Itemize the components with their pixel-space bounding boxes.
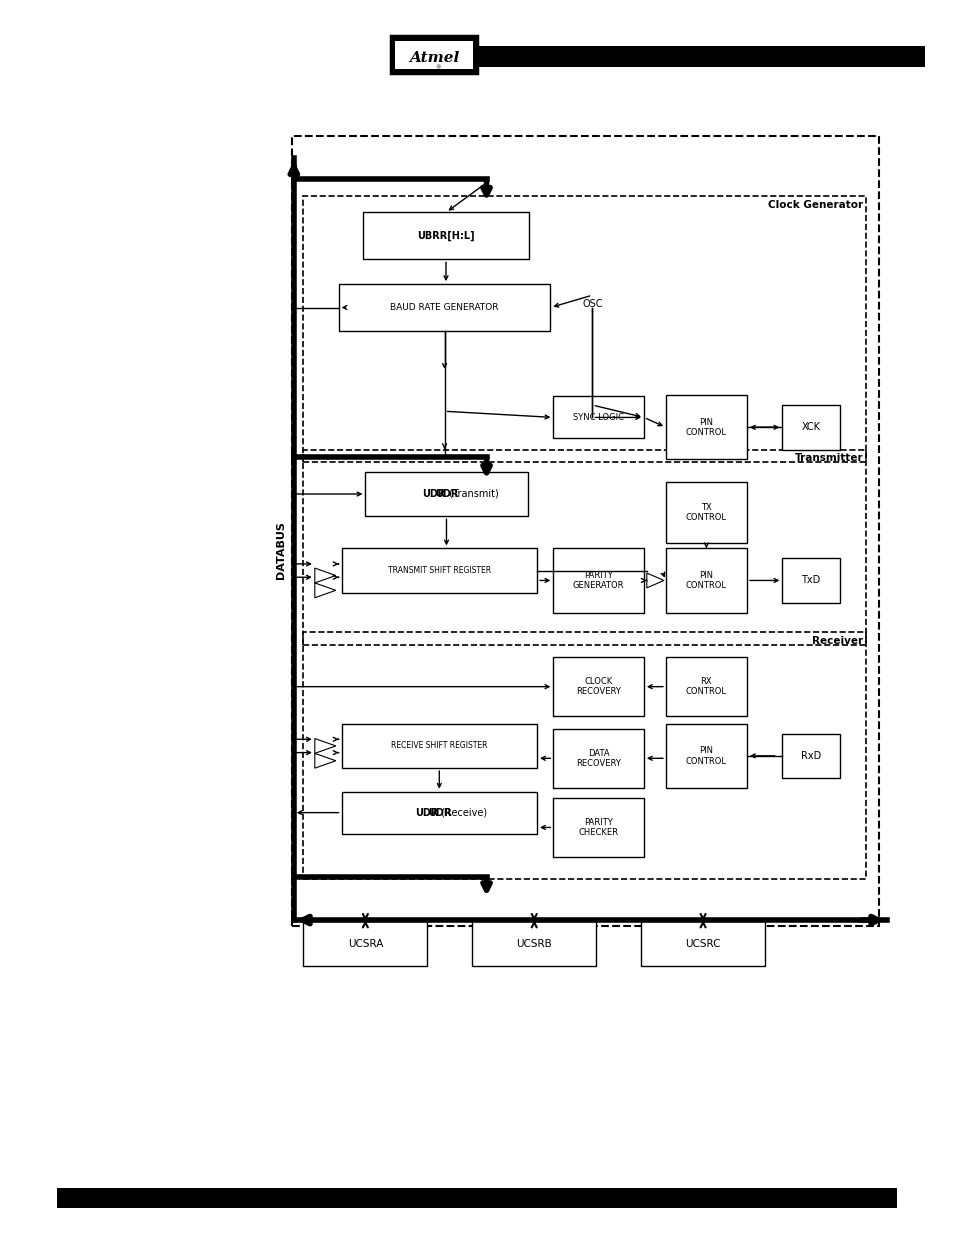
Text: SYNC LOGIC: SYNC LOGIC	[573, 412, 623, 422]
Text: UDR (Receive): UDR (Receive)	[403, 808, 475, 818]
Bar	[362, 212, 529, 259]
Text: UDR: UDR	[421, 489, 445, 499]
Text: TRANSMIT SHIFT REGISTER: TRANSMIT SHIFT REGISTER	[387, 566, 491, 576]
Bar	[665, 657, 746, 716]
Text: DATABUS: DATABUS	[276, 521, 286, 578]
Bar	[338, 284, 550, 331]
Text: Atmel: Atmel	[409, 51, 458, 65]
Bar	[391, 36, 476, 73]
Text: PIN
CONTROL: PIN CONTROL	[685, 417, 726, 437]
Bar	[553, 657, 643, 716]
Bar	[553, 396, 643, 438]
Text: CLOCK
RECOVERY: CLOCK RECOVERY	[576, 677, 620, 697]
Text: TxD: TxD	[801, 576, 820, 585]
Bar	[781, 558, 839, 603]
Text: RxD: RxD	[800, 751, 821, 761]
Text: RX
CONTROL: RX CONTROL	[685, 677, 726, 697]
Bar	[665, 482, 746, 543]
Text: PARITY
CHECKER: PARITY CHECKER	[578, 818, 618, 837]
Bar	[303, 196, 865, 462]
Bar	[341, 724, 537, 768]
Text: UCSRB: UCSRB	[516, 939, 552, 948]
Bar	[57, 1188, 896, 1208]
Bar	[457, 46, 924, 67]
Bar	[553, 798, 643, 857]
Text: UCSRA: UCSRA	[347, 939, 383, 948]
Text: UBRR[H:L]: UBRR[H:L]	[416, 231, 475, 241]
Text: PARITY
GENERATOR: PARITY GENERATOR	[573, 571, 623, 590]
Bar	[472, 921, 596, 966]
Text: PIN
CONTROL: PIN CONTROL	[685, 746, 726, 766]
Text: UCSRC: UCSRC	[684, 939, 720, 948]
Bar	[665, 548, 746, 613]
Text: (Receive): (Receive)	[437, 808, 487, 818]
Text: Clock Generator: Clock Generator	[767, 200, 862, 210]
Text: RECEIVE SHIFT REGISTER: RECEIVE SHIFT REGISTER	[391, 741, 487, 751]
Text: PIN
CONTROL: PIN CONTROL	[685, 571, 726, 590]
Bar	[292, 136, 878, 926]
Text: ®: ®	[435, 65, 440, 70]
Bar	[665, 724, 746, 788]
Text: BAUD RATE GENERATOR: BAUD RATE GENERATOR	[390, 303, 498, 312]
Bar	[303, 632, 865, 879]
Bar	[365, 472, 527, 516]
Text: UDR (Transmit): UDR (Transmit)	[409, 489, 483, 499]
Text: (Transmit): (Transmit)	[445, 489, 497, 499]
Text: Transmitter: Transmitter	[794, 453, 862, 463]
Text: OSC: OSC	[582, 299, 602, 309]
Text: Receiver: Receiver	[811, 636, 862, 646]
Bar	[303, 921, 427, 966]
Text: UDR: UDR	[415, 808, 437, 818]
Text: XCK: XCK	[801, 422, 820, 432]
Bar	[553, 548, 643, 613]
Text: DATA
RECOVERY: DATA RECOVERY	[576, 748, 620, 768]
Bar	[341, 792, 537, 834]
Bar	[395, 41, 473, 69]
Bar	[341, 548, 537, 593]
Text: UDR: UDR	[427, 808, 451, 818]
Text: TX
CONTROL: TX CONTROL	[685, 503, 726, 522]
Bar	[553, 729, 643, 788]
Text: UDR: UDR	[435, 489, 457, 499]
Bar	[781, 405, 839, 450]
Bar	[640, 921, 764, 966]
Bar	[665, 395, 746, 459]
Bar	[303, 450, 865, 645]
Bar	[781, 734, 839, 778]
